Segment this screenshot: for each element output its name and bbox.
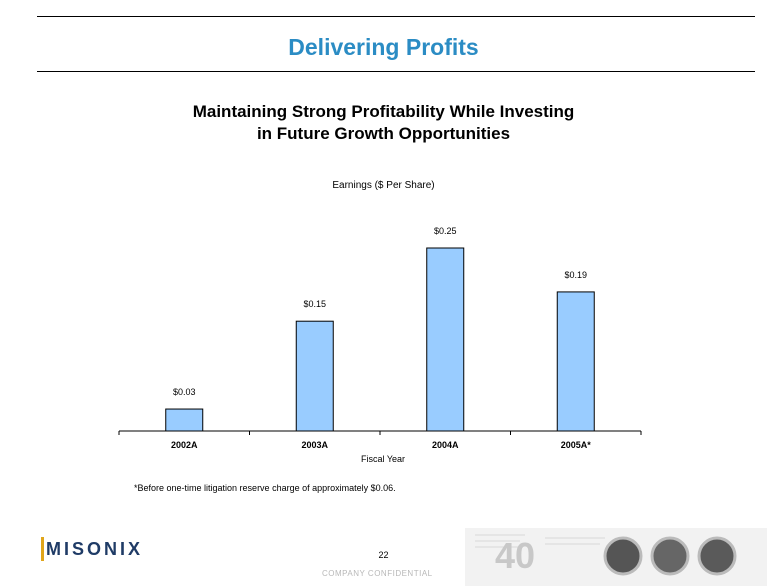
- data-label: $0.19: [564, 270, 587, 280]
- logo-accent: [41, 537, 44, 561]
- x-tick-label: 2002A: [171, 440, 198, 450]
- seal-2-icon: [650, 536, 690, 576]
- subtitle: Maintaining Strong Profitability While I…: [0, 101, 767, 145]
- bar-2003A: [295, 320, 334, 432]
- x-tick-label: 2004A: [432, 440, 459, 450]
- bar-2004A: [426, 247, 465, 432]
- x-tick-label: 2005A*: [561, 440, 592, 450]
- title-rule: [37, 71, 755, 72]
- bar-2005A*: [556, 291, 595, 432]
- data-label: $0.15: [303, 299, 326, 309]
- anniversary-number: 40: [495, 535, 535, 576]
- page-title: Delivering Profits: [288, 34, 479, 60]
- chart-title: Earnings ($ Per Share): [332, 180, 435, 191]
- anniversary-graphic: 40: [465, 528, 767, 586]
- confidential-label: COMPANY CONFIDENTIAL: [322, 569, 433, 578]
- misonix-logo: MISONIX: [46, 539, 144, 559]
- footnote: *Before one-time litigation reserve char…: [134, 483, 396, 493]
- page-number: 22: [378, 550, 389, 560]
- subtitle-line-2: in Future Growth Opportunities: [256, 124, 511, 143]
- x-tick-label: 2003A: [301, 440, 328, 450]
- subtitle-line-1: Maintaining Strong Profitability While I…: [192, 102, 575, 121]
- seal-1-icon: [603, 536, 643, 576]
- top-rule: [37, 16, 755, 17]
- bar-2002A: [165, 408, 204, 432]
- data-label: $0.25: [434, 226, 457, 236]
- x-axis-label: Fiscal Year: [361, 454, 405, 464]
- data-label: $0.03: [173, 387, 196, 397]
- seal-3-icon: [697, 536, 737, 576]
